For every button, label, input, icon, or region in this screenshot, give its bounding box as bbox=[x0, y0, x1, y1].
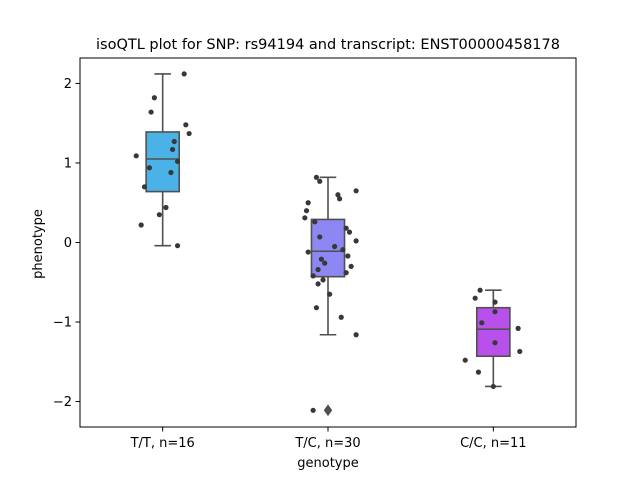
data-point bbox=[305, 200, 311, 206]
data-point bbox=[303, 208, 310, 214]
data-point bbox=[146, 165, 153, 171]
data-point bbox=[156, 212, 162, 218]
data-point bbox=[141, 184, 148, 190]
x-tick-label: T/C, n=30 bbox=[294, 436, 360, 451]
data-point bbox=[171, 138, 177, 145]
box-2 bbox=[310, 218, 346, 278]
chart-title: isoQTL plot for SNP: rs94194 and transcr… bbox=[96, 37, 560, 53]
outlier-marker bbox=[323, 404, 333, 417]
data-point bbox=[313, 305, 320, 311]
data-point bbox=[517, 348, 523, 355]
data-point bbox=[336, 196, 343, 202]
y-axis-label: phenotype bbox=[31, 209, 46, 279]
data-point bbox=[151, 95, 157, 101]
data-point bbox=[169, 146, 176, 153]
data-point bbox=[353, 332, 359, 338]
data-point bbox=[138, 222, 144, 228]
data-point bbox=[472, 295, 478, 301]
data-point bbox=[332, 243, 338, 250]
data-point bbox=[492, 309, 498, 315]
data-point bbox=[174, 158, 181, 164]
data-point bbox=[148, 109, 154, 115]
data-point bbox=[327, 291, 333, 297]
data-point bbox=[338, 314, 344, 320]
y-tick-label: 1 bbox=[64, 156, 72, 171]
data-point bbox=[462, 357, 468, 363]
data-point bbox=[492, 299, 498, 305]
y-tick-label: −1 bbox=[53, 316, 72, 331]
data-point bbox=[320, 277, 326, 283]
data-point bbox=[322, 260, 328, 266]
data-point bbox=[353, 188, 359, 194]
box-3 bbox=[475, 306, 511, 358]
data-point bbox=[492, 340, 498, 346]
data-point bbox=[313, 174, 320, 180]
data-point bbox=[343, 270, 349, 276]
data-point bbox=[515, 325, 521, 331]
data-point bbox=[310, 407, 316, 413]
data-point bbox=[174, 243, 181, 249]
data-point bbox=[181, 71, 187, 77]
data-point bbox=[315, 281, 321, 287]
data-point bbox=[183, 122, 189, 128]
data-point bbox=[317, 178, 323, 184]
data-point bbox=[353, 238, 359, 244]
data-point bbox=[340, 247, 346, 253]
x-axis-label: genotype bbox=[297, 456, 358, 471]
x-tick-label: C/C, n=11 bbox=[460, 436, 526, 451]
data-point bbox=[302, 215, 308, 221]
data-point bbox=[477, 287, 483, 293]
data-point bbox=[315, 266, 321, 273]
data-point bbox=[345, 253, 351, 259]
data-point bbox=[346, 229, 353, 235]
data-point bbox=[310, 273, 316, 279]
data-point bbox=[335, 192, 341, 198]
data-point bbox=[318, 256, 324, 262]
data-point bbox=[305, 249, 311, 255]
data-point bbox=[348, 263, 354, 269]
data-point bbox=[490, 383, 496, 390]
data-point bbox=[312, 219, 318, 225]
y-tick-label: 0 bbox=[64, 236, 72, 251]
data-point bbox=[475, 369, 482, 375]
data-point bbox=[317, 234, 323, 240]
data-point bbox=[133, 153, 139, 159]
plot-area: 2 1 0 −1 −2 T/T, n=16 T/C, n=30 C/C, n=11 bbox=[53, 57, 577, 451]
y-tick-label: −2 bbox=[53, 395, 72, 410]
data-point bbox=[479, 320, 485, 326]
data-point bbox=[343, 225, 349, 231]
x-tick-label: T/T, n=16 bbox=[130, 436, 195, 451]
y-tick-label: 2 bbox=[64, 77, 72, 92]
data-point bbox=[186, 130, 192, 137]
data-point bbox=[168, 169, 174, 176]
data-point bbox=[163, 204, 169, 211]
